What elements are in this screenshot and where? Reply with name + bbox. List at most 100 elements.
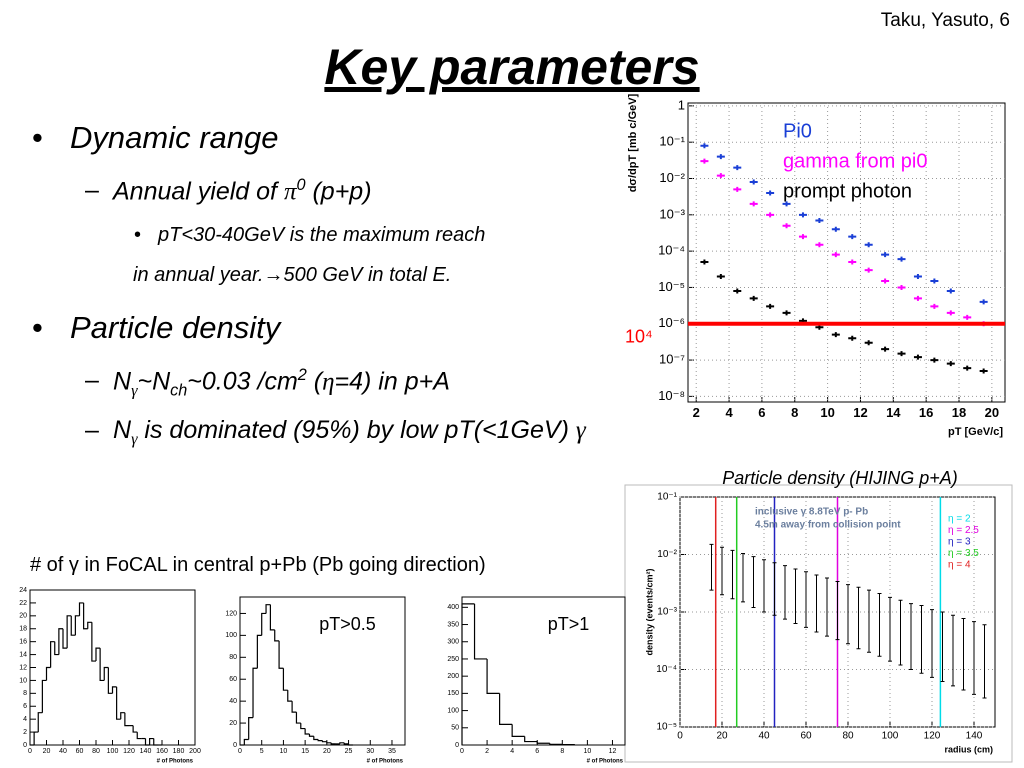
data-point bbox=[831, 332, 840, 338]
error-bar bbox=[783, 565, 787, 620]
error-bar bbox=[877, 592, 882, 657]
legend-entry: η = 2 bbox=[948, 514, 971, 525]
y-tick-label: 400 bbox=[447, 604, 459, 611]
annotation: pT>0.5 bbox=[319, 614, 376, 634]
histogram-bin bbox=[74, 615, 80, 636]
legend-entry: η = 3.5 bbox=[948, 548, 979, 559]
x-tick-label: 20 bbox=[323, 748, 331, 755]
y-tick-label: 10⁻² bbox=[657, 549, 677, 560]
x-tick-label: 140 bbox=[140, 748, 152, 755]
x-tick-label: 120 bbox=[123, 748, 135, 755]
data-point bbox=[782, 201, 791, 207]
histogram-bin bbox=[54, 641, 59, 656]
x-tick-label: 100 bbox=[107, 748, 119, 755]
data-point bbox=[913, 274, 922, 280]
histogram-bin bbox=[511, 724, 525, 737]
histogram-bin bbox=[282, 668, 288, 691]
histogram-bin bbox=[33, 731, 39, 745]
histogram-bin bbox=[144, 738, 150, 746]
x-tick-label: 18 bbox=[952, 405, 966, 420]
y-tick-label: 50 bbox=[451, 725, 459, 732]
x-tick-label: 10 bbox=[280, 748, 288, 755]
histogram-bin bbox=[499, 693, 513, 725]
x-tick-label: 60 bbox=[76, 748, 84, 755]
error-bar bbox=[982, 624, 987, 699]
plot-frame bbox=[461, 596, 626, 746]
y-axis-label: dσ/dpT [mb c/GeV] bbox=[627, 93, 639, 192]
histogram-bin bbox=[287, 690, 293, 702]
histogram-bin bbox=[149, 737, 154, 745]
text: Particle density bbox=[70, 310, 281, 345]
histogram-bin bbox=[295, 712, 301, 724]
y-tick-label: 0 bbox=[233, 742, 237, 749]
histogram-bin bbox=[343, 742, 349, 745]
histogram-bin bbox=[330, 742, 336, 745]
bullet: pT<30-40GeV is the maximum reach bbox=[134, 224, 485, 247]
data-point bbox=[897, 256, 906, 262]
superscript: 2 bbox=[297, 366, 307, 384]
x-tick-label: 40 bbox=[758, 731, 770, 742]
superscript: 0 bbox=[296, 176, 306, 194]
legend-entry: gamma from pi0 bbox=[783, 150, 928, 172]
chart-title: Particle density (HIJING p+A) bbox=[722, 468, 958, 488]
y-tick-label: 10⁻¹ bbox=[659, 134, 685, 149]
x-tick-label: 4 bbox=[725, 405, 733, 420]
bullet: Particle density bbox=[32, 310, 281, 346]
histogram-bin bbox=[66, 615, 72, 649]
histogram-bin bbox=[153, 738, 158, 746]
x-axis-label: pT [GeV/c] bbox=[948, 426, 1003, 438]
data-point bbox=[700, 259, 709, 265]
x-tick-label: 140 bbox=[966, 731, 983, 742]
error-bar bbox=[814, 574, 819, 633]
error-bar bbox=[804, 571, 808, 628]
histogram-bin bbox=[524, 736, 538, 743]
error-bar bbox=[793, 568, 798, 625]
histogram-bin bbox=[62, 628, 68, 649]
data-point bbox=[815, 217, 824, 223]
error-bar bbox=[846, 584, 850, 645]
y-tick-label: 120 bbox=[225, 610, 237, 617]
y-tick-label: 22 bbox=[19, 600, 27, 607]
histogram-bin bbox=[473, 603, 488, 660]
subscript: ch bbox=[170, 381, 188, 400]
data-point bbox=[815, 242, 824, 248]
symbol: γ bbox=[575, 417, 586, 444]
x-axis-label: # of Photons bbox=[367, 759, 404, 765]
x-tick-label: 15 bbox=[301, 748, 309, 755]
x-tick-label: 4 bbox=[510, 748, 514, 755]
y-tick-label: 24 bbox=[19, 587, 27, 594]
x-tick-label: 180 bbox=[173, 748, 185, 755]
annotation: 10⁴ bbox=[625, 327, 653, 347]
x-tick-label: 2 bbox=[485, 748, 489, 755]
bullet: Nγ~Nch~0.03 /cm2 (η=4) in p+A bbox=[85, 366, 450, 400]
data-point bbox=[749, 295, 758, 301]
data-point bbox=[749, 201, 758, 207]
subscript: γ bbox=[131, 430, 138, 448]
error-bar bbox=[772, 562, 777, 616]
histogram-bin bbox=[291, 701, 297, 713]
error-bar bbox=[888, 596, 892, 662]
histogram-bin bbox=[339, 742, 345, 744]
note: 4.5m away from collision point bbox=[755, 520, 901, 531]
y-tick-label: 10⁻⁷ bbox=[659, 352, 685, 367]
data-point bbox=[749, 179, 758, 185]
text: in annual year.→500 GeV in total E. bbox=[133, 264, 452, 286]
histogram-bin bbox=[70, 615, 76, 636]
histogram-bin bbox=[124, 712, 129, 727]
x-tick-label: 12 bbox=[853, 405, 867, 420]
y-tick-label: 300 bbox=[447, 639, 459, 646]
histogram-bin bbox=[536, 741, 550, 744]
data-point bbox=[798, 234, 807, 240]
y-tick-label: 10⁻⁵ bbox=[656, 722, 677, 733]
x-tick-label: 0 bbox=[677, 731, 683, 742]
x-tick-label: 35 bbox=[388, 748, 396, 755]
y-tick-label: 0 bbox=[23, 742, 27, 749]
y-tick-label: 10⁻⁴ bbox=[656, 664, 677, 675]
y-tick-label: 40 bbox=[229, 698, 237, 705]
error-bar bbox=[972, 621, 976, 695]
data-point bbox=[897, 351, 906, 357]
y-tick-label: 20 bbox=[229, 720, 237, 727]
plot-frame bbox=[687, 102, 1006, 403]
histogram-bin bbox=[58, 628, 63, 655]
text: ~0.03 /cm bbox=[187, 367, 298, 396]
